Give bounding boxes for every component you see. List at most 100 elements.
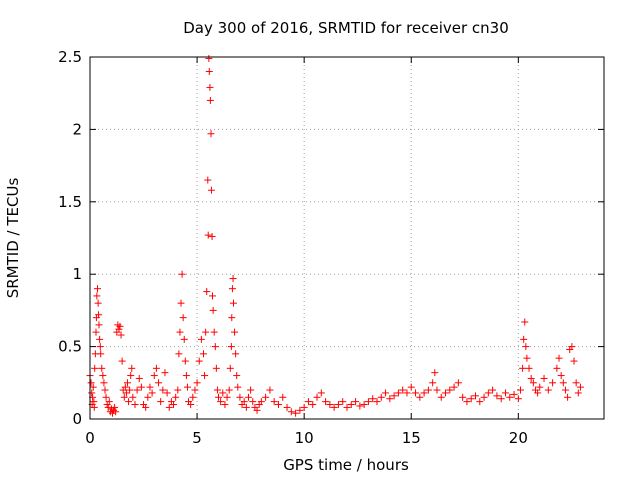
data-point <box>229 299 237 307</box>
data-point <box>165 403 173 411</box>
data-point <box>549 379 557 387</box>
data-point <box>210 328 218 336</box>
data-point <box>209 306 217 314</box>
data-point <box>467 395 475 403</box>
data-point <box>116 322 124 330</box>
data-point <box>189 393 197 401</box>
data-point <box>356 402 364 410</box>
data-point <box>510 390 518 398</box>
data-point <box>93 292 101 300</box>
data-point <box>330 403 338 411</box>
data-point <box>529 379 537 387</box>
data-point <box>450 383 458 391</box>
data-point <box>204 231 212 239</box>
data-point <box>99 372 107 380</box>
data-point <box>343 403 351 411</box>
data-point <box>90 403 98 411</box>
data-point <box>155 379 163 387</box>
data-point <box>104 403 112 411</box>
data-point <box>247 386 255 394</box>
data-point <box>181 357 189 365</box>
data-point <box>111 403 119 411</box>
data-point <box>253 406 261 414</box>
data-point <box>213 386 221 394</box>
data-point <box>525 364 533 372</box>
data-point <box>521 318 529 326</box>
data-point <box>514 395 522 403</box>
data-points <box>86 54 584 417</box>
data-point <box>555 354 563 362</box>
data-point <box>382 389 390 397</box>
data-point <box>534 389 542 397</box>
x-axis-ticks: 0 5 10 15 20 <box>85 57 528 447</box>
x-tick-label: 10 <box>295 429 314 447</box>
data-point <box>386 395 394 403</box>
data-point <box>208 233 216 241</box>
y-tick-label: 0.5 <box>58 338 82 356</box>
data-point <box>131 401 139 409</box>
data-point <box>221 401 229 409</box>
data-point <box>559 379 567 387</box>
data-point <box>179 314 187 322</box>
data-point <box>553 364 561 372</box>
data-point <box>206 83 214 91</box>
data-point <box>108 409 116 417</box>
data-point <box>568 343 576 351</box>
data-point <box>352 398 360 406</box>
grid <box>90 57 604 419</box>
data-point <box>536 383 544 391</box>
data-point <box>172 393 180 401</box>
data-point <box>98 364 106 372</box>
data-point <box>229 275 237 283</box>
data-point <box>497 395 505 403</box>
chart-title: Day 300 of 2016, SRMTID for receiver cn3… <box>183 19 509 37</box>
data-point <box>424 386 432 394</box>
data-point <box>296 406 304 414</box>
data-point <box>283 403 291 411</box>
data-point <box>459 393 467 401</box>
data-point <box>191 386 199 394</box>
data-point <box>95 321 103 329</box>
data-point <box>205 54 213 62</box>
data-point <box>339 398 347 406</box>
data-point <box>95 311 103 319</box>
data-point <box>87 379 95 387</box>
data-point <box>506 393 514 401</box>
data-point <box>174 386 182 394</box>
x-tick-label: 20 <box>509 429 528 447</box>
data-point <box>446 386 454 394</box>
data-point <box>228 314 236 322</box>
data-point <box>205 67 213 75</box>
data-point <box>209 292 217 300</box>
data-point <box>270 398 278 406</box>
data-point <box>240 398 248 406</box>
data-point <box>207 186 215 194</box>
data-point <box>279 393 287 401</box>
data-point <box>472 392 479 400</box>
data-point <box>334 401 342 409</box>
data-point <box>215 393 222 401</box>
data-point <box>125 398 133 406</box>
data-point <box>544 386 552 394</box>
data-point <box>574 389 582 397</box>
data-point <box>144 393 152 401</box>
data-point <box>92 328 100 336</box>
data-point <box>403 389 411 397</box>
data-point <box>429 379 437 387</box>
data-point <box>180 335 188 343</box>
data-point <box>88 389 96 397</box>
data-point <box>437 393 445 401</box>
data-point <box>249 398 257 406</box>
data-point <box>266 386 274 394</box>
x-tick-label: 15 <box>402 429 421 447</box>
data-point <box>292 409 300 417</box>
data-point <box>463 398 471 406</box>
data-point <box>159 386 167 394</box>
data-point <box>217 398 225 406</box>
plot-frame <box>89 56 605 420</box>
data-point <box>501 389 509 397</box>
data-point <box>225 386 233 394</box>
data-point <box>377 393 385 401</box>
data-point <box>516 386 524 394</box>
data-point <box>129 393 137 401</box>
